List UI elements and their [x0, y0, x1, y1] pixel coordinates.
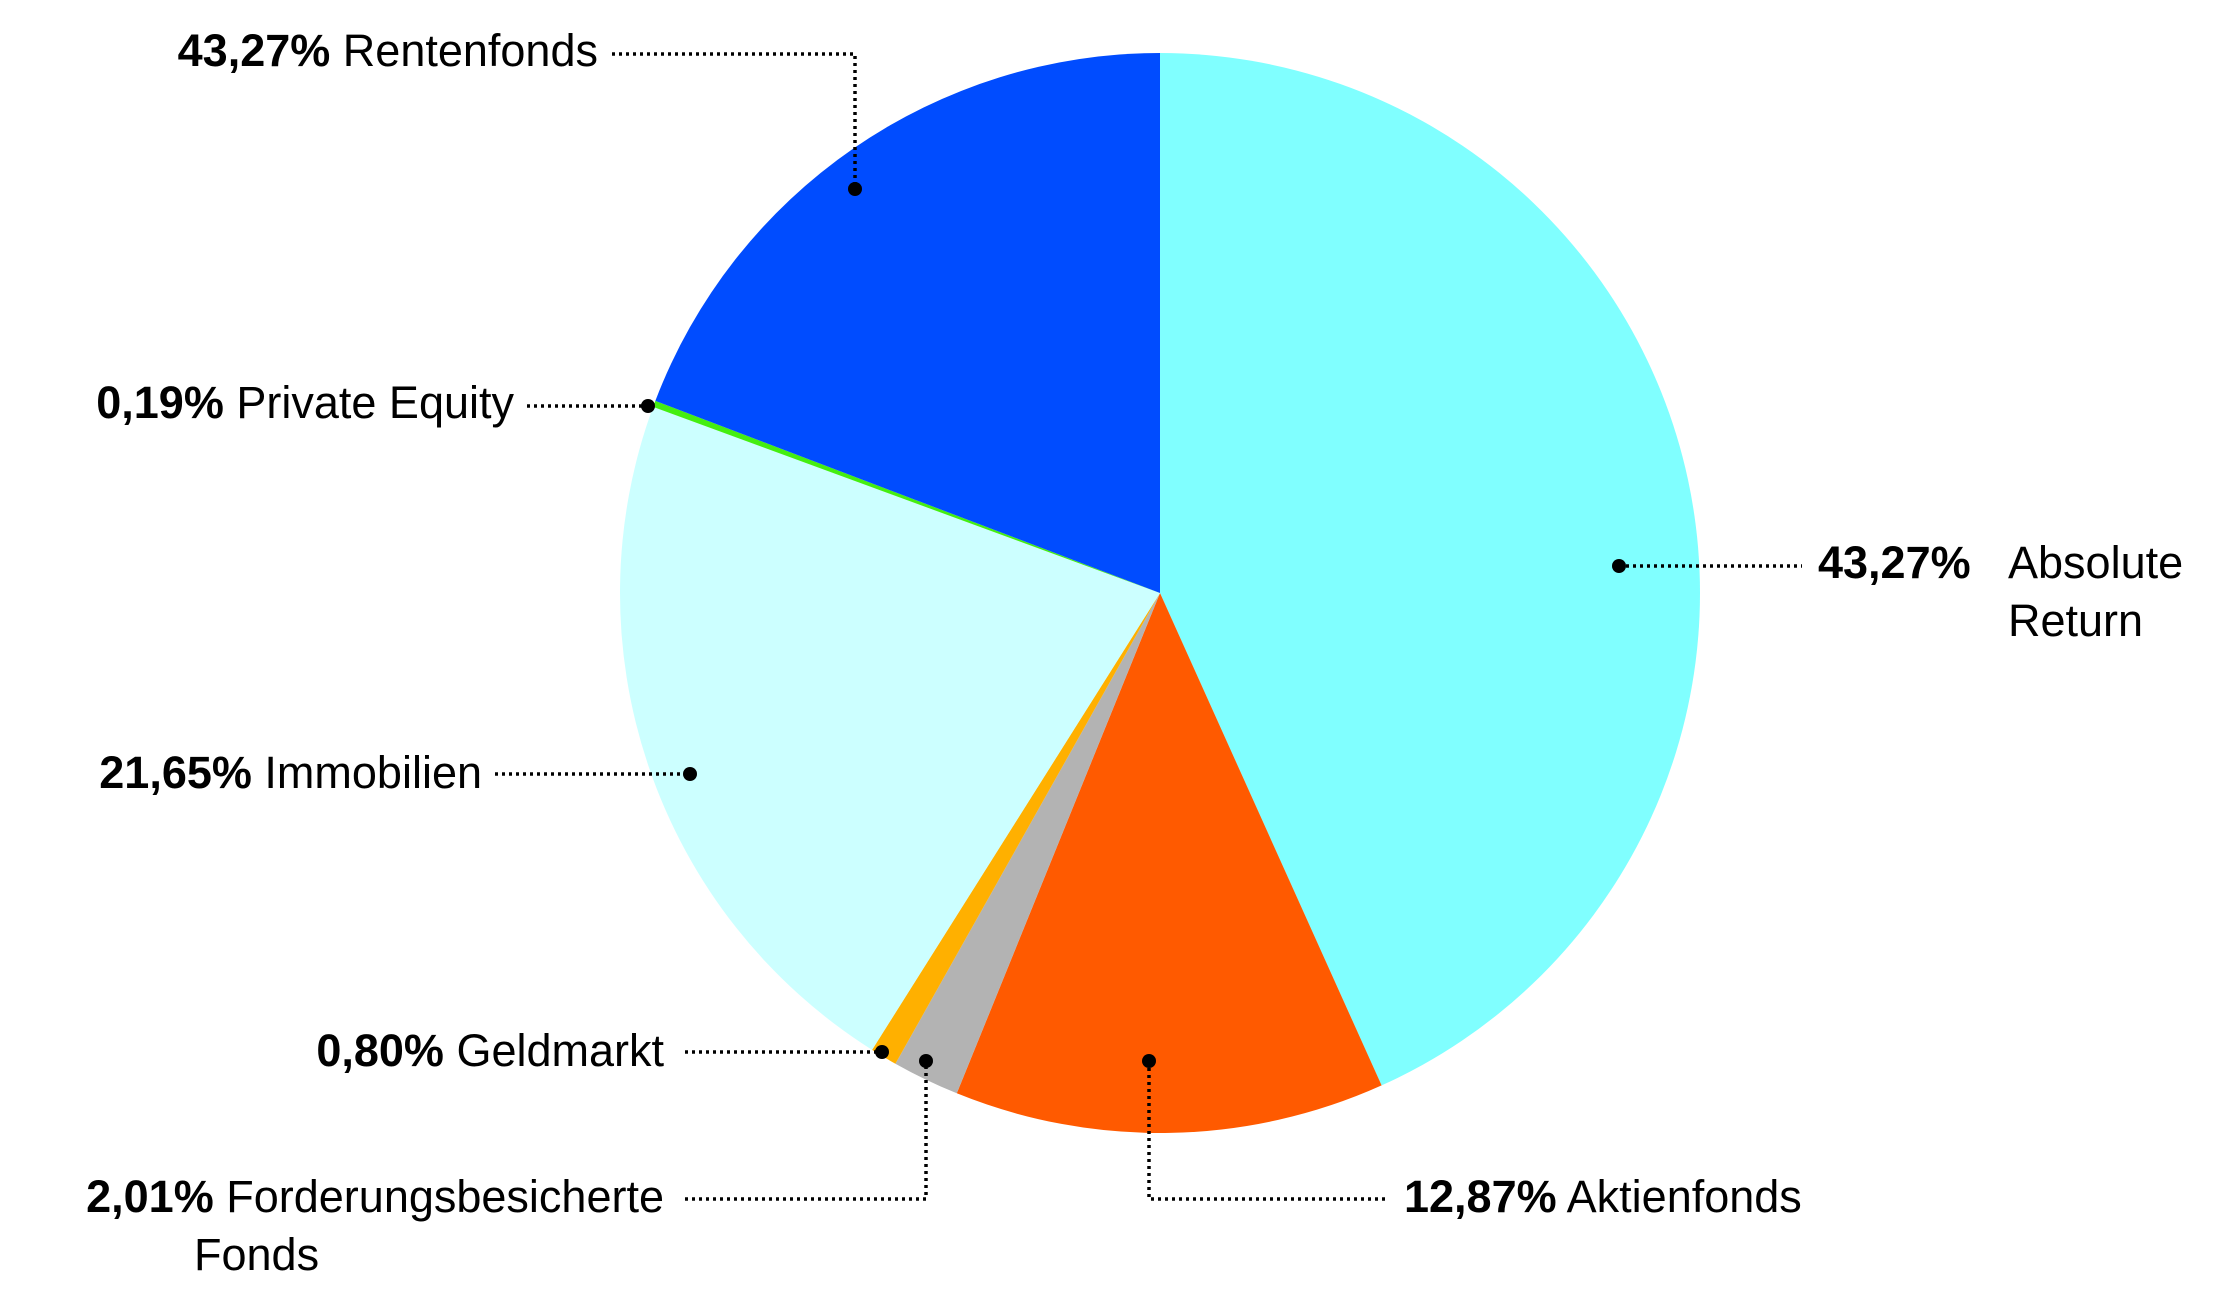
leader-dot: [848, 182, 862, 196]
pie-slice-rentenfonds: [655, 53, 1160, 593]
label-rentenfonds: 43,27% Rentenfonds: [178, 25, 862, 196]
leader-dot: [875, 1045, 889, 1059]
label-aktienfonds: 12,87% Aktienfonds: [1142, 1054, 1802, 1222]
pie-slices: [619, 53, 1701, 1134]
leader-line: [685, 1061, 928, 1201]
label-private-equity: 0,19% Private Equity: [96, 377, 655, 428]
label-absolute-return: 43,27% Absolute Return: [1612, 537, 2183, 646]
slice-label: Absolute: [2008, 537, 2183, 588]
slice-label: 12,87% Aktienfonds: [1404, 1171, 1802, 1222]
leader-dot: [1612, 559, 1626, 573]
slice-label: 21,65% Immobilien: [99, 747, 482, 798]
label-immobilien: 21,65% Immobilien: [99, 747, 697, 798]
leader-dot: [919, 1054, 933, 1068]
pie-slice-private-equity: [653, 400, 1160, 593]
label-forderungsbesicherte-fonds: 2,01% Forderungsbesicherte Fonds: [86, 1054, 933, 1280]
label-geldmarkt: 0,80% Geldmarkt: [316, 1025, 889, 1076]
slice-label-line2: Return: [2008, 595, 2143, 646]
slice-label: 0,19% Private Equity: [96, 377, 514, 428]
pie-slice-aktienfonds: [956, 593, 1382, 1134]
leader-dot: [683, 767, 697, 781]
leader-line: [612, 52, 857, 189]
pie-slice-absolute-return: [1160, 53, 1701, 1086]
pie-slice-geldmarkt: [872, 593, 1160, 1064]
slice-pct: 43,27%: [1818, 537, 1971, 588]
leader-dot: [1142, 1054, 1156, 1068]
slice-label-line2: Fonds: [194, 1229, 319, 1280]
pie-slice-forderungsbesicherte-fonds: [895, 593, 1160, 1094]
pie-slice-immobilien: [619, 406, 1160, 1050]
leader-dot: [641, 399, 655, 413]
slice-label: 2,01% Forderungsbesicherte: [86, 1171, 664, 1222]
slice-label: 0,80% Geldmarkt: [316, 1025, 664, 1076]
slice-label: 43,27% Rentenfonds: [178, 25, 598, 76]
